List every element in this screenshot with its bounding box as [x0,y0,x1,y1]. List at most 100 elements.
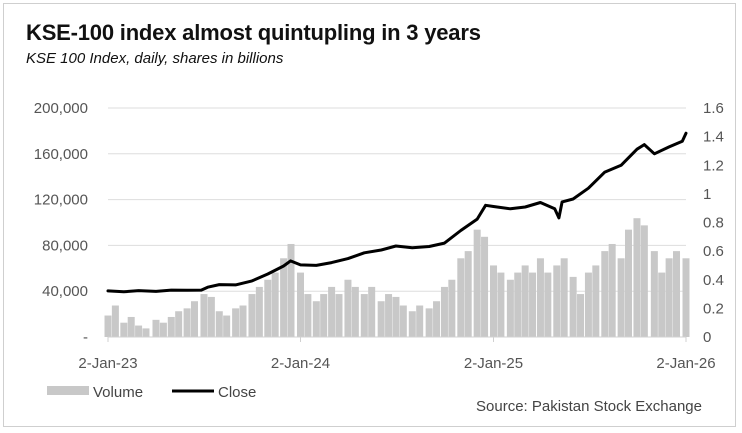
volume-bar [167,316,175,337]
volume-bar [312,301,320,337]
volume-bar [464,251,472,337]
legend-label-volume: Volume [93,384,143,401]
volume-bar [416,305,424,337]
volume-bar [328,286,336,337]
volume-bar [633,218,641,337]
volume-bar [392,296,400,337]
volume-bar [368,286,376,337]
volume-bar [658,272,666,337]
volume-bar [473,229,481,337]
volume-bar [408,311,416,337]
y-left-tick-label: 40,000 [42,283,88,300]
volume-bar [592,265,600,337]
volume-bar [682,258,690,337]
volume-bar [665,258,673,337]
y-left-tick-label: 160,000 [34,146,88,163]
y-left-tick-label: - [83,329,88,346]
tick-labels: - 40,000 80,000 120,000 160,000 200,000 0 0.2 0.… [34,100,724,372]
volume-bar [601,251,609,337]
volume-bar [536,258,544,337]
volume-bar [560,258,568,337]
volume-bar [425,308,433,337]
legend-label-close: Close [218,384,256,401]
close-line-layer [106,131,688,294]
volume-bar [544,272,552,337]
volume-bar [351,286,359,337]
y-right-tick-label: 0.8 [703,215,724,232]
volume-bar [271,272,279,337]
x-tick-label: 2-Jan-25 [464,355,523,372]
volume-bar [529,272,537,337]
volume-bar [135,325,143,337]
volume-bar [650,251,658,337]
source-note: Source: Pakistan Stock Exchange [476,398,702,415]
axes [107,336,687,342]
volume-bar [569,276,577,337]
volume-bar [142,328,150,337]
y-right-tick-label: 0.2 [703,300,724,317]
volume-bar [399,305,407,337]
volume-bar [120,322,128,337]
y-right-tick-label: 0 [703,329,711,346]
volume-bar [640,225,648,337]
volume-bar [377,301,385,337]
volume-bar [255,286,263,337]
volume-bar [490,265,498,337]
volume-bar [152,319,160,337]
volume-bar [190,301,198,337]
volume-bar [448,279,456,337]
volume-bar [673,251,681,337]
volume-bar [625,229,633,337]
legend-swatch-volume [47,386,89,395]
y-left-tick-label: 200,000 [34,100,88,117]
chart-subtitle: KSE 100 Index, daily, shares in billions [26,50,284,67]
volume-bar [553,265,561,337]
volume-bar [608,243,616,337]
volume-bar [200,294,208,337]
y-right-tick-label: 1.4 [703,129,724,146]
volume-bar [506,279,514,337]
y-right-tick-label: 1 [703,186,711,203]
volume-bar [457,258,465,337]
volume-bar [385,294,393,337]
volume-bar [481,236,489,337]
x-tick-label: 2-Jan-26 [656,355,715,372]
chart-title: KSE-100 index almost quintupling in 3 ye… [26,20,481,45]
legend: Volume Close [47,384,256,401]
x-tick-label: 2-Jan-24 [271,355,330,372]
volume-bar [287,243,295,337]
volume-bar [223,315,231,337]
volume-bar [320,294,328,337]
volume-bars [104,218,690,337]
volume-bar [175,311,183,337]
volume-bar [584,272,592,337]
volume-bar [111,305,119,337]
volume-bar [215,311,223,337]
volume-bar [183,308,191,337]
volume-bar [104,315,112,337]
x-tick-label: 2-Jan-23 [78,355,137,372]
y-right-tick-label: 0.4 [703,272,724,289]
volume-bar [248,294,256,337]
volume-bar [159,322,167,337]
volume-bar [360,294,368,337]
volume-bar [577,294,585,337]
volume-bar [440,286,448,337]
volume-bar [304,294,312,337]
chart-frame [3,3,736,427]
volume-bar [497,272,505,337]
volume-bar [617,258,625,337]
volume-bar [296,272,304,337]
y-right-tick-label: 1.6 [703,100,724,117]
volume-bar [514,272,522,337]
y-right-tick-label: 1.2 [703,157,724,174]
volume-bar [239,305,247,337]
volume-bar [280,258,288,337]
y-left-tick-label: 120,000 [34,192,88,209]
volume-bar [127,316,135,337]
close-line [106,131,688,294]
y-left-tick-label: 80,000 [42,237,88,254]
volume-bar [335,294,343,337]
volume-bar [264,279,272,337]
volume-bar [207,296,215,337]
